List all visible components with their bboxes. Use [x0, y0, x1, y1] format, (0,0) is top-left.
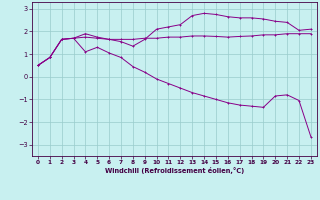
- X-axis label: Windchill (Refroidissement éolien,°C): Windchill (Refroidissement éolien,°C): [105, 167, 244, 174]
